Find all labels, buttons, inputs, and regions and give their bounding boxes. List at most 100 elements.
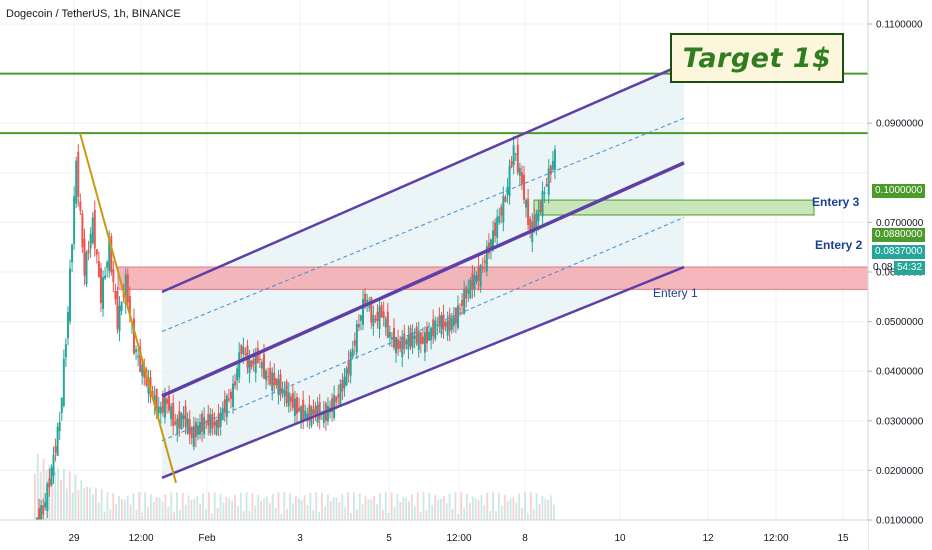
volume-bar (68, 471, 71, 520)
candle-body (549, 165, 552, 175)
candle-body (527, 198, 530, 226)
volume-bar (210, 513, 213, 520)
candle-body (143, 368, 146, 378)
candle-body (114, 291, 117, 300)
time-axis[interactable]: 29 12:00 Feb 3 5 12:00 8 10 12 12:00 15 (0, 519, 868, 550)
candle-body (483, 260, 486, 263)
volume-bar (219, 493, 222, 520)
price-axis-bg (868, 0, 932, 550)
volume-bar (176, 492, 178, 520)
volume-bar (271, 493, 274, 520)
time-tick-label: 3 (297, 533, 303, 544)
volume-bar (109, 509, 112, 520)
volume-bar (428, 492, 431, 520)
volume-bar (286, 508, 289, 520)
candle-body (232, 383, 235, 408)
candle-body (199, 422, 202, 435)
candle-body (223, 399, 226, 413)
candle-body (260, 361, 263, 369)
volume-bar (518, 493, 521, 520)
target-annotation: Target 1$ (670, 33, 844, 83)
candle-body (384, 318, 387, 328)
candle-body (477, 266, 480, 281)
candle-body (401, 336, 404, 358)
time-tick-label: 5 (386, 533, 392, 544)
candle-body (456, 305, 459, 328)
volume-bar (274, 508, 277, 520)
candle-body (471, 273, 474, 290)
volume-bar (126, 495, 129, 520)
volume-bar (350, 512, 352, 520)
candle-body (461, 299, 464, 306)
volume-bar (129, 504, 132, 520)
candle-body (331, 398, 334, 413)
volume-bar (289, 493, 291, 520)
volume-bar (553, 504, 555, 520)
volume-bar (321, 492, 323, 520)
candle-body (304, 410, 307, 420)
candle-body (126, 274, 129, 303)
candle-body (116, 290, 119, 329)
candle-body (227, 398, 230, 401)
volume-bar (74, 475, 77, 520)
candle-body (219, 412, 222, 427)
candle-body (376, 311, 379, 322)
candle-body (277, 379, 280, 395)
volume-bar (486, 492, 489, 520)
candle-body (518, 167, 521, 176)
volume-bar (100, 489, 103, 520)
volume-bar (466, 493, 468, 520)
volume-bar (34, 474, 36, 520)
entry3-label: Entery 3 (812, 195, 860, 209)
candle-body (188, 419, 191, 435)
candle-body (38, 508, 41, 521)
volume-bar (51, 468, 54, 520)
candle-body (163, 396, 166, 418)
volume-bar (193, 499, 196, 520)
candle-body (118, 305, 121, 332)
candle-body (403, 333, 406, 349)
candle-body (397, 339, 400, 350)
volume-bar (547, 499, 550, 520)
volume-bar (123, 499, 126, 520)
candle-body (215, 419, 218, 435)
volume-bar (509, 498, 512, 520)
volume-bar (239, 492, 242, 520)
volume-bar (390, 492, 393, 520)
candle-body (271, 372, 274, 391)
volume-bar (173, 512, 175, 520)
candle-body (151, 390, 154, 397)
candle-body (498, 216, 501, 223)
candle-body (112, 269, 115, 283)
price-badge-level-088: 0.0880000 (872, 228, 926, 242)
candle-body (492, 230, 495, 249)
volume-bar (115, 503, 117, 520)
candle-body (141, 364, 144, 376)
candle-body (452, 316, 455, 326)
candle-body (341, 379, 344, 392)
volume-bar (544, 499, 547, 520)
volume-bar (521, 507, 523, 520)
candle-body (252, 358, 255, 365)
volume-bar (422, 492, 425, 520)
candle-body (285, 381, 288, 404)
volume-bar (358, 493, 361, 520)
volume-bar (419, 511, 422, 520)
volume-bar (190, 499, 193, 520)
candle-body (446, 320, 449, 336)
last-price-badge: 0.0837000 (872, 245, 926, 259)
price-axis[interactable]: 0.15000000.14000000.13000000.12000000.11… (867, 0, 932, 550)
volume-bar (245, 492, 248, 520)
volume-bar (524, 492, 526, 520)
price-tick-label: 0.0100000 (876, 516, 924, 527)
candle-body (180, 413, 183, 430)
candle-body (120, 302, 123, 312)
candle-body (203, 417, 206, 435)
volume-bar (379, 493, 381, 520)
candle-body (265, 370, 268, 381)
candle-body (465, 287, 468, 299)
candle-body (322, 410, 325, 423)
volume-bar (471, 496, 474, 520)
volume-bar (341, 494, 344, 520)
